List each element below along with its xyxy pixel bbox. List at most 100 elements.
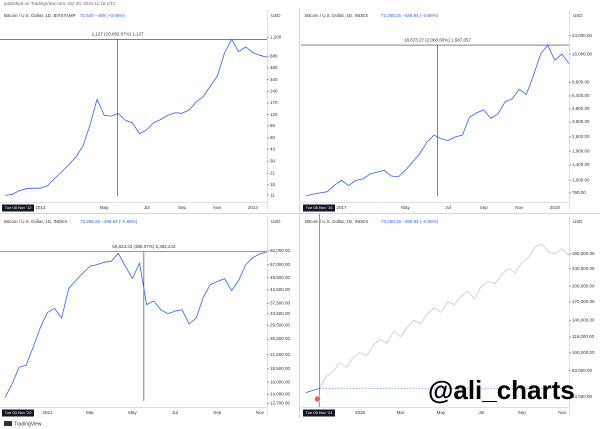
event-marker — [314, 395, 321, 403]
y-tick-label: 16,000.00 — [572, 51, 593, 56]
quote: 72,268.25 −489.94 (−0.68%) — [381, 219, 439, 224]
y-tick-label: 760.00 — [572, 190, 586, 195]
y-tick-label: 340 — [270, 77, 278, 82]
x-tick-label: Sep — [480, 205, 489, 210]
chart-panel: Bitcoin / U.S. Dollar, 1D, INDEX 72,268.2… — [0, 216, 291, 417]
y-tick-label: 1,400.00 — [572, 162, 590, 167]
chart-title: Bitcoin / U.S. Dollar, 1D, INDEX — [305, 13, 368, 18]
y-tick-label: 11 — [270, 192, 275, 197]
y-tick-label: 30 — [270, 158, 276, 163]
x-tick-label: 2021 — [42, 410, 53, 415]
y-tick-label: 120 — [270, 112, 278, 117]
y-tick-label: 4,800.00 — [572, 106, 590, 111]
y-tick-label: 16,000.00 — [270, 379, 291, 384]
x-tick-label: May — [401, 205, 410, 210]
x-tick-label: Jul — [445, 205, 451, 210]
published-note: published on TradingView.com, Oct 30, 20… — [4, 1, 117, 6]
chart-title: Bitcoin / U.S. Dollar, 1D, INDEX — [4, 219, 67, 224]
y-tick-label: 680 — [270, 53, 278, 58]
y-tick-label: 140,000.00 — [572, 318, 595, 323]
chart-title: Bitcoin / U.S. Dollar, 1D, INDEX — [305, 219, 368, 224]
y-tick-label: 100,000.00 — [572, 350, 595, 355]
y-tick-label: 86 — [270, 123, 276, 128]
date-label-box — [303, 409, 335, 417]
x-tick-label: May — [128, 410, 137, 415]
y-tick-label: 280,000.00 — [572, 251, 595, 256]
y-tick-label: 33,500.00 — [270, 311, 291, 316]
price-line — [305, 387, 320, 393]
y-tick-label: 66,000.00 — [270, 248, 291, 253]
date-label-box — [303, 204, 335, 212]
x-tick-label: 2017 — [337, 205, 348, 210]
y-tick-label: 1,900.00 — [572, 148, 590, 153]
y-tick-label: 3,600.00 — [572, 119, 590, 124]
chart-title: Bitcoin / U.S. Dollar, 1D, BITSTAMP — [4, 13, 76, 18]
y-tick-label: 37,500.00 — [270, 301, 291, 306]
y-tick-label: 57,000.00 — [270, 262, 291, 267]
x-tick-label: Mar — [397, 410, 405, 415]
measure-annotation: 1,127 (10,082.07%) 1,127 — [92, 31, 145, 36]
x-tick-label: Nov — [515, 205, 524, 210]
x-tick-label: 2018 — [550, 205, 561, 210]
y-tick-label: 6,400.00 — [572, 93, 590, 98]
logo-icon — [4, 421, 12, 426]
quote: 72,268.25 −489.94 (−0.68%) — [381, 13, 439, 18]
y-tick-label: 8,600.00 — [572, 80, 590, 85]
date-label: Tue 05 Nov '24 — [306, 410, 334, 415]
price-line — [319, 243, 570, 389]
x-tick-label: 2013 — [35, 205, 46, 210]
y-tick-label: 170 — [270, 100, 278, 105]
x-tick-label: Sep — [518, 410, 527, 415]
y-tick-label: 200,000.00 — [572, 283, 595, 288]
y-tick-label: 21,500.00 — [270, 352, 291, 357]
y-tick-label: 25,500.00 — [270, 336, 291, 341]
price-line — [305, 44, 570, 197]
footer-logo: TradingView — [4, 421, 42, 427]
y-tick-label: 43,500.00 — [270, 287, 291, 292]
x-tick-label: Jul — [144, 205, 150, 210]
date-label: Tue 03 Nov '20 — [5, 410, 33, 415]
y-tick-label: 170,000.00 — [572, 299, 595, 304]
y-tick-label: 60 — [270, 135, 276, 140]
y-tick-label: 21 — [270, 170, 276, 175]
date-label-box — [2, 204, 34, 212]
x-tick-label: Sep — [213, 410, 222, 415]
x-tick-label: Mar — [86, 410, 94, 415]
y-tick-label: 1,200 — [270, 34, 282, 39]
x-tick-label: Sep — [178, 205, 187, 210]
y-tick-label: 12,700.00 — [270, 401, 291, 406]
y-tick-label: 118,000.00 — [572, 334, 595, 339]
unit-label: USD — [573, 219, 583, 224]
y-tick-label: 1,000.00 — [572, 178, 590, 183]
quote: 72,540 −489 (−0.65%) — [80, 13, 125, 18]
y-tick-label: 240 — [270, 89, 278, 94]
x-tick-label: 2025 — [355, 410, 366, 415]
x-tick-label: Jul — [478, 410, 484, 415]
footer: TradingView — [14, 421, 42, 427]
unit-label: USD — [271, 13, 281, 18]
y-tick-label: 18,500.00 — [270, 366, 291, 371]
x-tick-label: May — [100, 205, 109, 210]
watermark: @ali_charts — [428, 375, 575, 405]
chart-panel: Bitcoin / U.S. Dollar, 1D, INDEX 72,268.2… — [301, 10, 593, 212]
quote: 72,268.25 −489.94 (−0.68%) — [80, 219, 138, 224]
y-tick-label: 29,500.00 — [270, 323, 291, 328]
y-tick-label: 15 — [270, 182, 276, 187]
y-tick-label: 43 — [270, 146, 276, 151]
date-label: Tue 08 Nov '16 — [306, 205, 334, 210]
unit-label: USD — [271, 219, 281, 224]
date-label-box — [2, 409, 34, 417]
x-tick-label: Nov — [256, 410, 265, 415]
x-tick-label: Nov — [558, 410, 567, 415]
date-label: Tue 08 Nov '12 — [5, 205, 33, 210]
y-tick-label: 49,500.00 — [270, 275, 291, 280]
chart-panel: Bitcoin / U.S. Dollar, 1D, BITSTAMP 72,54… — [0, 10, 282, 212]
x-tick-label: Nov — [213, 205, 222, 210]
measure-annotation: 18,873.27 (2,068.60%) 1,687,057 — [404, 37, 472, 42]
unit-label: USD — [573, 13, 583, 18]
chart-panel: Bitcoin / U.S. Dollar, 1D, INDEX 72,268.2… — [301, 214, 595, 417]
x-tick-label: 2014 — [248, 205, 259, 210]
y-tick-label: 24,000.00 — [572, 33, 593, 38]
y-tick-label: 2,600.00 — [572, 134, 590, 139]
